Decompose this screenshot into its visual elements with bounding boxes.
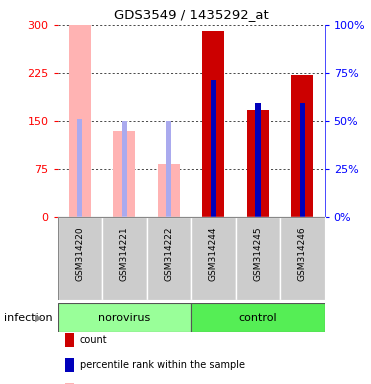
Bar — [147, 217, 191, 300]
Text: GSM314222: GSM314222 — [164, 227, 173, 281]
Bar — [202, 31, 224, 217]
Bar — [236, 217, 280, 300]
Bar — [280, 217, 325, 300]
Text: GSM314246: GSM314246 — [298, 227, 307, 281]
Bar — [300, 103, 305, 217]
Bar — [211, 80, 216, 217]
Bar — [291, 75, 313, 217]
Bar — [69, 25, 91, 217]
Text: percentile rank within the sample: percentile rank within the sample — [80, 360, 245, 370]
Text: GSM314221: GSM314221 — [120, 227, 129, 281]
Bar — [255, 103, 260, 217]
Title: GDS3549 / 1435292_at: GDS3549 / 1435292_at — [114, 8, 269, 21]
Text: GSM314245: GSM314245 — [253, 227, 262, 281]
Bar — [255, 106, 260, 217]
Text: GSM314220: GSM314220 — [75, 227, 84, 281]
Bar — [211, 83, 216, 217]
Bar — [113, 131, 135, 217]
Bar — [77, 119, 82, 217]
Bar — [191, 217, 236, 300]
Bar — [58, 303, 191, 332]
Bar — [166, 121, 171, 217]
Bar — [102, 217, 147, 300]
Bar — [247, 110, 269, 217]
Bar — [191, 303, 325, 332]
Text: count: count — [80, 335, 107, 345]
Bar — [58, 217, 102, 300]
Bar — [300, 106, 305, 217]
Bar — [122, 121, 127, 217]
Text: infection: infection — [4, 313, 52, 323]
Text: GSM314244: GSM314244 — [209, 227, 218, 281]
Text: ▶: ▶ — [35, 313, 42, 323]
Text: norovirus: norovirus — [98, 313, 150, 323]
Text: control: control — [239, 313, 277, 323]
Bar — [158, 164, 180, 217]
